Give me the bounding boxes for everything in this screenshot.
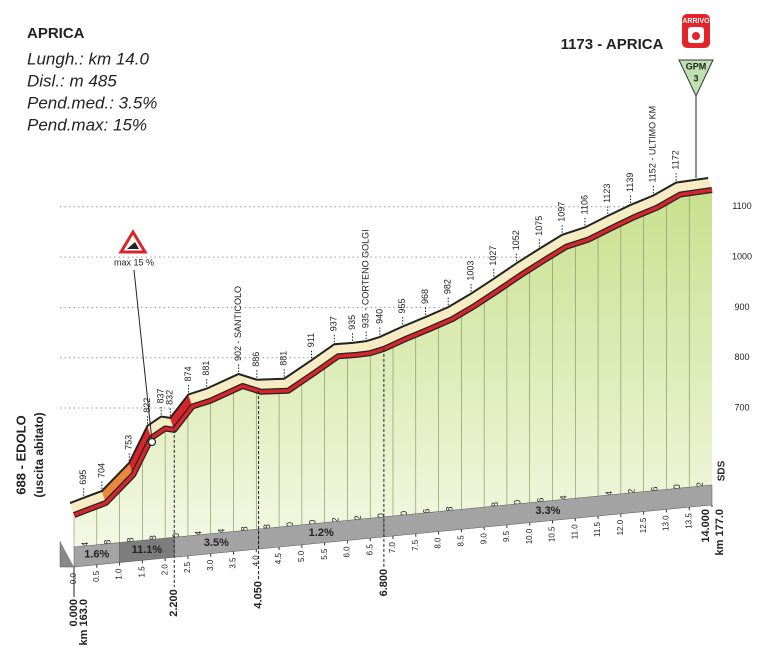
x-tick-label: 2.0 bbox=[160, 564, 169, 576]
spot-label: 1027 bbox=[488, 246, 498, 266]
spot-label: 1172 bbox=[670, 150, 680, 169]
x-tick-label: 5.0 bbox=[297, 550, 306, 562]
max-gradient-icon bbox=[118, 229, 148, 254]
plot: 700 800 900 1000 1100 688 - EDOLO (uscita abit… bbox=[13, 36, 752, 646]
spot-label: 1052 bbox=[511, 230, 521, 250]
spot-label: 982 bbox=[443, 279, 453, 294]
info-line: Disl.: m 485 bbox=[27, 71, 117, 90]
x-tick-label: 1.5 bbox=[137, 566, 146, 578]
y-tick-label: 800 bbox=[734, 352, 749, 362]
spot-label: 1097 bbox=[557, 202, 567, 222]
km-mark-label: 4.050 bbox=[252, 581, 264, 609]
spot-label: 937 bbox=[329, 316, 339, 331]
segment-label: 1.2% bbox=[309, 527, 334, 539]
spot-label: 935 - CORTENO GOLGI bbox=[361, 229, 371, 328]
y-tick-label: 900 bbox=[734, 302, 749, 312]
x-tick-label: 9.5 bbox=[502, 530, 511, 542]
x-tick-label: 2.5 bbox=[183, 561, 192, 573]
finish-icon-dot bbox=[692, 32, 700, 40]
x-tick-label: 6.0 bbox=[343, 546, 352, 558]
segment-label: 3.5% bbox=[204, 537, 229, 549]
source-label: SDS bbox=[717, 460, 728, 481]
km-total: km 163.0 bbox=[78, 599, 90, 645]
x-tick-label: 3.5 bbox=[229, 557, 238, 569]
spot-label: 704 bbox=[96, 463, 106, 478]
spot-label: 695 bbox=[78, 470, 88, 485]
spot-label: 940 bbox=[374, 309, 384, 324]
gpm-category: 3 bbox=[693, 73, 698, 83]
spot-label: 968 bbox=[420, 289, 430, 304]
x-tick-label: 4.5 bbox=[274, 553, 283, 565]
x-tick-label: 0.5 bbox=[92, 570, 101, 582]
spot-label: 753 bbox=[124, 435, 134, 450]
x-tick-label: 12.0 bbox=[616, 519, 625, 535]
spot-label: 902 - SANTICOLO bbox=[233, 286, 243, 361]
max-gradient-label: max 15 % bbox=[114, 257, 154, 267]
spot-label: 935 bbox=[347, 315, 357, 330]
x-tick-label: 9.0 bbox=[479, 533, 488, 545]
spot-label: 1075 bbox=[534, 216, 544, 236]
km-mark-label: 14.000 bbox=[700, 509, 712, 543]
km-mark-label: 0.000 bbox=[68, 599, 80, 627]
spot-label: 1106 bbox=[579, 195, 589, 214]
x-tick-label: 7.0 bbox=[388, 541, 397, 553]
x-tick-label: 10.0 bbox=[525, 528, 534, 544]
x-tick-label: 8.0 bbox=[434, 537, 443, 549]
title: APRICA bbox=[27, 25, 85, 42]
segment-label: 3.3% bbox=[535, 505, 560, 517]
finish-label: 1173 - APRICA bbox=[561, 36, 664, 53]
km-mark-label: 6.800 bbox=[378, 569, 390, 597]
x-tick-label: 11.0 bbox=[570, 524, 579, 540]
spot-label: 911 bbox=[306, 333, 316, 347]
x-tick-label: 3.0 bbox=[206, 559, 215, 571]
spot-label: 822 bbox=[142, 398, 152, 413]
spot-label: 1123 bbox=[602, 184, 612, 203]
segment-label: 1.6% bbox=[84, 549, 109, 561]
max-gradient-dot bbox=[147, 437, 157, 447]
profile-ridge bbox=[69, 177, 709, 504]
gpm-label: GPM bbox=[686, 61, 707, 71]
band-edge bbox=[59, 541, 74, 568]
y-tick-label: 700 bbox=[734, 402, 749, 412]
spot-label: 955 bbox=[397, 298, 407, 313]
spot-label: 881 bbox=[201, 361, 211, 376]
x-tick-label: 1.0 bbox=[115, 568, 124, 580]
km-total: km 177.0 bbox=[714, 509, 726, 555]
x-tick-label: 8.5 bbox=[456, 535, 465, 547]
profile-line bbox=[73, 188, 713, 517]
spot-label: 881 bbox=[279, 351, 289, 366]
x-tick-label: 11.5 bbox=[593, 522, 602, 538]
gpm-triangle bbox=[678, 59, 714, 98]
max-gradient-pointer bbox=[133, 269, 153, 442]
spot-label: 1152 - ULTIMO KM bbox=[648, 106, 658, 183]
x-tick-label: 10.5 bbox=[548, 526, 557, 542]
start-note: (uscita abitato) bbox=[32, 412, 46, 497]
segment-label: 11.1% bbox=[132, 544, 163, 556]
info-line: Lungh.: km 14.0 bbox=[27, 49, 149, 68]
spot-label: 874 bbox=[183, 366, 193, 381]
info-line: Pend.max: 15% bbox=[27, 115, 147, 134]
x-tick-label: 12.5 bbox=[639, 517, 648, 533]
finish-badge: ARRIVO bbox=[682, 18, 710, 25]
x-tick-label: 7.5 bbox=[411, 539, 420, 551]
x-tick-label: 4.0 bbox=[251, 555, 260, 567]
spot-label: 1003 bbox=[465, 261, 475, 281]
km-mark-label: 2.200 bbox=[168, 589, 180, 617]
x-tick-label: 5.5 bbox=[320, 548, 329, 560]
y-tick-label: 1000 bbox=[732, 251, 752, 261]
max-gradient-icon-inner bbox=[127, 242, 139, 249]
y-tick-label: 1100 bbox=[732, 201, 751, 211]
spot-label: 832 bbox=[165, 390, 175, 405]
x-tick-label: 13.0 bbox=[662, 515, 671, 531]
x-tick-label: 6.5 bbox=[365, 544, 374, 556]
spot-label: 837 bbox=[156, 388, 166, 403]
info-line: Pend.med.: 3.5% bbox=[27, 93, 157, 112]
start-label: 688 - EDOLO bbox=[13, 415, 28, 494]
x-tick-label: 13.5 bbox=[684, 513, 693, 529]
spot-label: 886 bbox=[251, 352, 261, 367]
spot-label: 1139 bbox=[625, 173, 635, 192]
